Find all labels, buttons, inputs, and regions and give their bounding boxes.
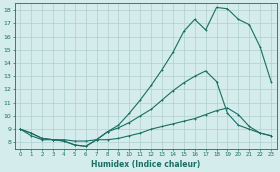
X-axis label: Humidex (Indice chaleur): Humidex (Indice chaleur) — [91, 159, 200, 169]
